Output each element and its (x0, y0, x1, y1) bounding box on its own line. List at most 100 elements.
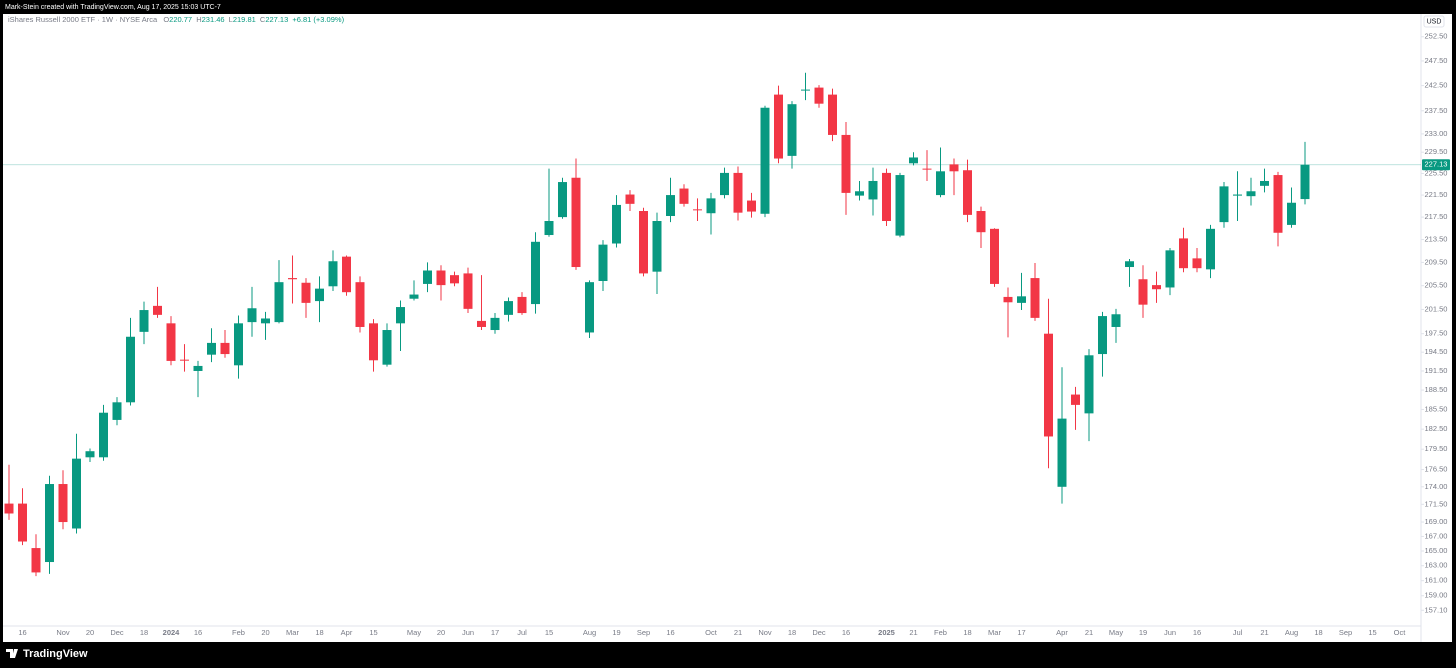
candle-body (1179, 238, 1188, 269)
candle-body (558, 182, 567, 218)
x-tick-label: 21 (734, 628, 742, 637)
candle-body (1084, 355, 1094, 414)
x-tick-label: Dec (812, 628, 826, 637)
candle-body (450, 275, 459, 284)
y-tick-label: 191.50 (1425, 366, 1448, 375)
candle-body (787, 104, 797, 156)
x-tick-label: 16 (18, 628, 26, 637)
y-tick-label: 242.50 (1425, 81, 1448, 90)
x-tick-label: Apr (1056, 628, 1068, 637)
candles (4, 72, 1310, 577)
low-value: 219.81 (233, 15, 256, 24)
candle-body (720, 172, 729, 196)
x-tick-label: 18 (1314, 628, 1322, 637)
x-tick-label: 19 (612, 628, 620, 637)
x-tick-label: 20 (86, 628, 94, 637)
candle-body (369, 323, 378, 361)
price-tag (1422, 159, 1450, 171)
candle-body (355, 282, 365, 327)
x-tick-label: 21 (909, 628, 917, 637)
candle-body (747, 200, 756, 212)
brand: TradingView (23, 648, 88, 660)
x-tick-label: Sep (1339, 628, 1352, 637)
x-tick-label: 2025 (878, 628, 895, 637)
candle-body (153, 305, 162, 315)
x-tick-label: 15 (369, 628, 377, 637)
candle-body (261, 318, 270, 324)
x-tick-label: Jul (1233, 628, 1243, 637)
x-tick-label: Nov (56, 628, 70, 637)
y-tick-label: 201.50 (1425, 304, 1448, 313)
x-tick-label: 20 (261, 628, 269, 637)
x-tick-label: 15 (545, 628, 553, 637)
x-tick-label: Jun (1164, 628, 1176, 637)
x-tick-label: 2024 (163, 628, 181, 637)
currency: USD (1427, 18, 1442, 25)
candle-body (828, 94, 837, 135)
candle-body (801, 89, 810, 91)
candle-body (396, 307, 405, 324)
x-tick-label: 18 (140, 628, 148, 637)
candle-body (882, 172, 891, 222)
candle-body (1030, 278, 1040, 318)
candle-body (1206, 228, 1215, 270)
candle-body (288, 278, 297, 280)
x-tick-label: Feb (934, 628, 947, 637)
candle-body (517, 296, 527, 314)
candle-body (247, 308, 257, 323)
candle-body (18, 503, 27, 542)
candle-body (193, 365, 203, 371)
candle-body (463, 273, 473, 309)
candle-body (31, 548, 41, 573)
candle-body (612, 204, 621, 244)
candle-body (1152, 285, 1161, 290)
x-tick-label: Oct (705, 628, 718, 637)
candle-body (112, 402, 122, 420)
candle-body (855, 191, 864, 196)
y-tick-label: 237.50 (1425, 106, 1448, 115)
x-tick-label: 19 (1139, 628, 1147, 637)
price-tag-label: 227.13 (1425, 160, 1448, 169)
candle-body (382, 330, 392, 365)
x-tick-label: 17 (1017, 628, 1025, 637)
x-tick-label: 16 (666, 628, 674, 637)
high-value: 231.46 (202, 15, 225, 24)
candle-body (909, 157, 918, 164)
x-tick-label: May (407, 628, 421, 637)
candle-body (436, 270, 446, 286)
candle-body (234, 323, 243, 366)
y-tick-label: 165.00 (1425, 546, 1448, 555)
y-tick-label: 197.50 (1425, 329, 1448, 338)
candle-body (99, 412, 108, 458)
x-tick-label: Nov (758, 628, 772, 637)
y-tick-label: 229.50 (1425, 147, 1448, 156)
candle-body (639, 211, 648, 274)
y-tick-label: 174.00 (1425, 482, 1448, 491)
candle-body (139, 310, 149, 332)
y-tick-label: 233.00 (1425, 129, 1448, 138)
candle-body (1044, 333, 1053, 437)
candle-body (814, 87, 824, 104)
candle-body (990, 228, 999, 284)
candle-body (85, 451, 95, 458)
candle-body (342, 256, 351, 293)
y-tick-label: 252.50 (1425, 32, 1448, 41)
y-tick-label: 247.50 (1425, 56, 1448, 65)
candle-body (895, 175, 905, 236)
y-tick-label: 217.50 (1425, 212, 1448, 221)
x-tick-label: 21 (1085, 628, 1093, 637)
candle-body (949, 164, 959, 172)
candle-body (760, 107, 770, 214)
y-tick-label: 176.50 (1425, 465, 1448, 474)
candle-body (45, 484, 54, 563)
currency-box (1423, 15, 1445, 28)
candle-body (1219, 186, 1229, 223)
candle-body (598, 244, 608, 282)
candle-body (666, 195, 675, 216)
y-tick-label: 188.50 (1425, 385, 1448, 394)
y-tick-label: 213.50 (1425, 235, 1448, 244)
candle-body (328, 261, 338, 287)
candle-body (774, 94, 783, 159)
x-tick-label: Sep (637, 628, 650, 637)
